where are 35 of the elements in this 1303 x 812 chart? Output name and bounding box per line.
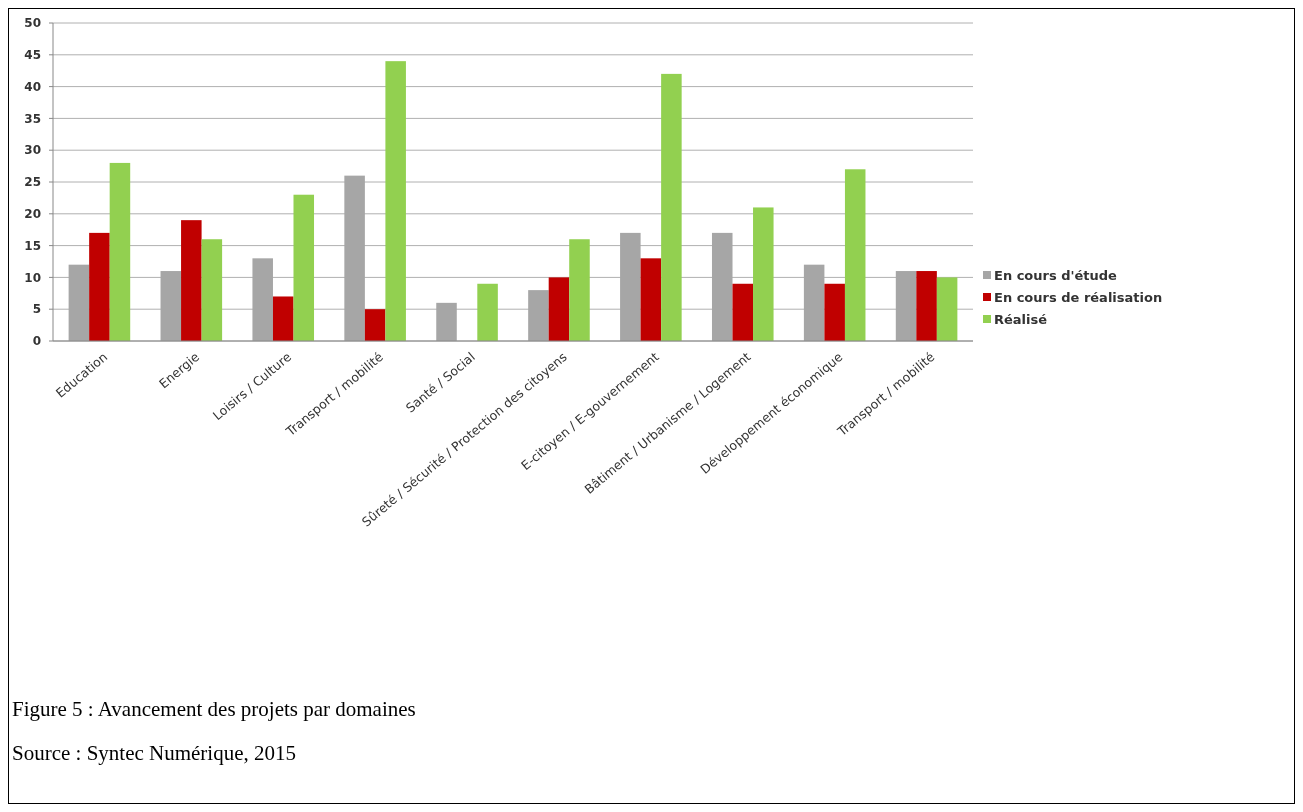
bar bbox=[385, 61, 406, 341]
legend-label: Réalisé bbox=[994, 312, 1048, 327]
y-tick-label: 40 bbox=[24, 79, 41, 94]
bar bbox=[109, 162, 131, 341]
y-tick-label: 25 bbox=[24, 175, 41, 190]
bar bbox=[364, 309, 386, 341]
bar bbox=[89, 232, 110, 341]
y-tick-label: 30 bbox=[24, 143, 41, 158]
bar bbox=[661, 73, 682, 341]
y-tick-label: 15 bbox=[24, 238, 41, 253]
bar bbox=[732, 283, 754, 341]
bar bbox=[824, 283, 845, 341]
legend-label: En cours de réalisation bbox=[994, 290, 1163, 305]
y-tick-label: 10 bbox=[24, 270, 41, 285]
bar bbox=[753, 207, 774, 341]
y-tick-label: 5 bbox=[32, 302, 41, 317]
bar bbox=[936, 277, 958, 341]
bar bbox=[272, 296, 294, 341]
bar bbox=[569, 239, 590, 341]
source-note: Source : Syntec Numérique, 2015 bbox=[12, 741, 297, 765]
y-tick-label: 45 bbox=[24, 48, 41, 62]
legend-label: En cours d'étude bbox=[994, 268, 1118, 283]
bar bbox=[181, 220, 202, 341]
y-tick-label: 20 bbox=[24, 207, 41, 221]
bar bbox=[201, 239, 223, 341]
y-tick-label: 0 bbox=[32, 334, 41, 349]
bar bbox=[293, 194, 315, 341]
bar bbox=[844, 169, 866, 341]
bar bbox=[477, 283, 498, 341]
caption: Figure 5 : Avancement des projets par domaines bbox=[12, 697, 416, 721]
bar bbox=[640, 258, 662, 341]
y-tick-label: 35 bbox=[24, 111, 41, 126]
y-tick-label: 50 bbox=[24, 16, 41, 31]
bar bbox=[548, 277, 570, 341]
bar bbox=[916, 271, 937, 341]
